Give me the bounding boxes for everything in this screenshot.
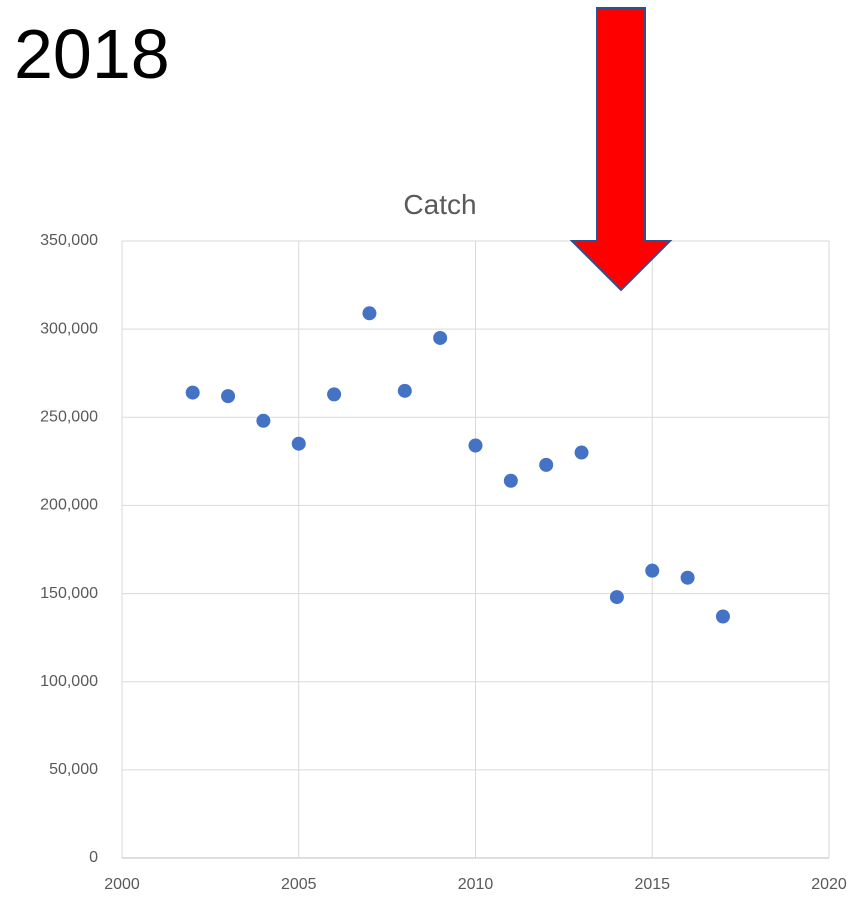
point [185,385,200,400]
y-tick-label: 50,000 [49,761,98,778]
y-tick-label: 300,000 [40,320,98,337]
y-tick-label: 250,000 [40,409,98,426]
point [468,438,483,453]
plot-area: 0 50,000 100,000 150,000 200,000 250,000 300,0… [40,232,847,893]
x-tick-label: 2015 [634,876,670,893]
y-tick-label: 0 [89,849,98,866]
point [256,413,271,428]
x-tick-label: 2020 [811,876,847,893]
y-tick-label: 100,000 [40,673,98,690]
chart-title: Catch [403,189,476,220]
point [397,383,412,398]
slide-title: 2018 [14,15,170,93]
point [645,563,660,578]
y-tick-label: 150,000 [40,585,98,602]
point [715,609,730,624]
point [433,330,448,345]
x-tick-label: 2010 [458,876,494,893]
x-tick-label: 2005 [281,876,317,893]
y-tick-label: 200,000 [40,497,98,514]
point [574,445,589,460]
point [609,590,624,605]
point [327,387,342,402]
point [221,389,236,404]
point [680,570,695,585]
point [362,306,377,321]
point [539,457,554,472]
y-tick-label: 350,000 [40,232,98,249]
point [291,436,306,451]
point [503,473,518,488]
x-tick-label: 2000 [104,876,140,893]
arrow [569,7,673,292]
